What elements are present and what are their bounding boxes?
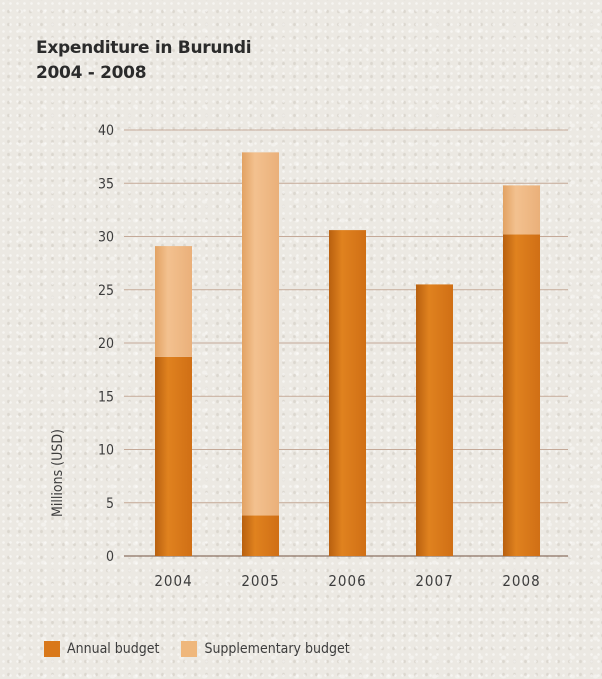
bar-2005-annual [242,515,279,556]
x-tick-label: 2007 [415,572,453,590]
y-tick-label: 5 [106,496,114,512]
y-tick-label: 20 [98,336,114,352]
bar-2008-supplementary [503,185,540,235]
legend-label-supplementary: Supplementary budget [204,641,350,657]
y-axis-label: Millions (USD) [50,429,66,517]
x-tick-label: 2005 [241,572,279,590]
legend-item-supplementary: Supplementary budget [181,641,350,657]
y-tick-label: 15 [98,389,114,405]
bars [155,152,540,557]
bar-2008-annual [503,234,540,556]
y-tick-label: 40 [98,123,114,139]
y-tick-label: 35 [98,176,114,192]
legend: Annual budget Supplementary budget [44,641,372,657]
legend-swatch-supplementary [181,641,198,657]
y-tick-label: 0 [106,549,114,565]
chart-title-line-1: Expenditure in Burundi [36,38,252,58]
y-tick-label: 25 [98,283,114,299]
bar-2007-annual [416,284,453,556]
y-axis-tick-labels: 0 5 10 15 20 25 30 35 40 [98,123,114,565]
x-tick-label: 2006 [328,572,366,590]
legend-swatch-annual [44,641,60,657]
bar-2004-supplementary [155,246,192,357]
legend-label-annual: Annual budget [67,641,160,657]
x-tick-label: 2008 [502,572,540,590]
bar-2006-annual [329,230,366,557]
x-tick-label: 2004 [154,572,192,590]
legend-item-annual: Annual budget [44,641,159,657]
x-axis-category-labels: 2004 2005 2006 2007 2008 [154,572,540,590]
y-tick-label: 30 [98,230,114,246]
y-tick-label: 10 [98,443,114,459]
chart-title: Expenditure in Burundi 2004 - 2008 [36,36,252,86]
bar-2005-supplementary [242,152,279,516]
chart-title-line-2: 2004 - 2008 [36,63,147,83]
bar-2004-annual [155,356,192,556]
